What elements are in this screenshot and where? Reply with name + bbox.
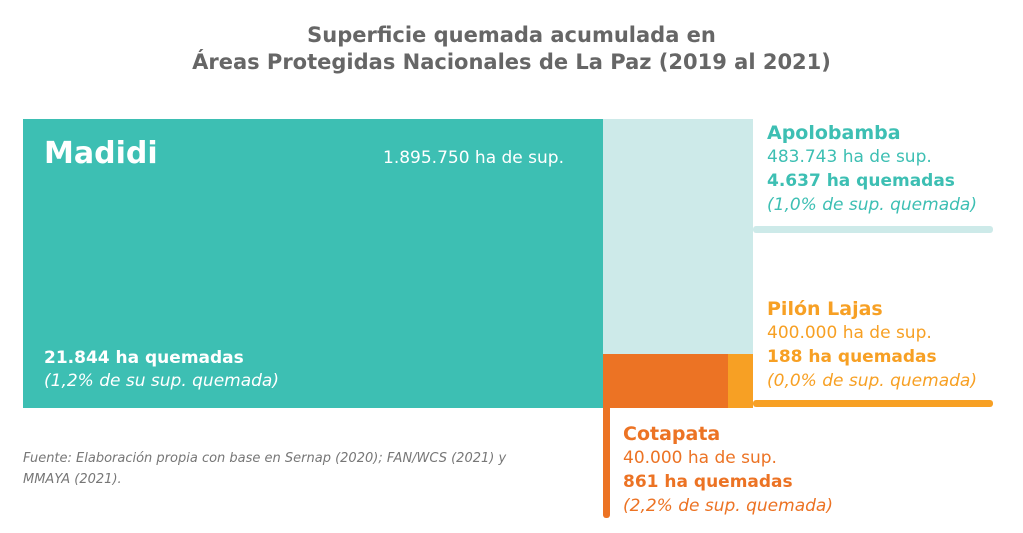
- pilon-lajas-leader-line: [753, 400, 993, 407]
- cotapata-area: 40.000 ha de sup.: [623, 448, 777, 468]
- cotapata-burned: 861 ha quemadas: [623, 472, 793, 492]
- apolobamba-area: 483.743 ha de sup.: [767, 147, 932, 167]
- pilon-lajas-pct: (0,0% de sup. quemada): [767, 371, 977, 391]
- madidi-area: 1.895.750 ha de sup.: [383, 148, 564, 168]
- cotapata-name: Cotapata: [623, 423, 721, 445]
- chart-title-line1: Superficie quemada acumulada en: [307, 23, 716, 47]
- madidi-burned: 21.844 ha quemadas: [44, 348, 244, 368]
- apolobamba-block: [603, 119, 753, 354]
- cotapata-block: [603, 354, 728, 408]
- source-note: Fuente: Elaboración propia con base en S…: [23, 451, 507, 487]
- cotapata-label: Cotapata 40.000 ha de sup. 861 ha quemad…: [623, 422, 833, 518]
- pilon-lajas-label: Pilón Lajas 400.000 ha de sup. 188 ha qu…: [767, 297, 977, 393]
- pilon-lajas-block: [728, 354, 753, 408]
- madidi-name: Madidi: [44, 136, 158, 171]
- apolobamba-label: Apolobamba 483.743 ha de sup. 4.637 ha q…: [767, 121, 977, 217]
- chart-title-line2: Áreas Protegidas Nacionales de La Paz (2…: [192, 50, 831, 74]
- apolobamba-leader-line: [753, 226, 993, 233]
- apolobamba-name: Apolobamba: [767, 122, 901, 144]
- apolobamba-burned: 4.637 ha quemadas: [767, 171, 955, 191]
- pilon-lajas-burned: 188 ha quemadas: [767, 347, 937, 367]
- cotapata-pct: (2,2% de sup. quemada): [623, 496, 833, 516]
- cotapata-leader-line: [603, 400, 610, 518]
- pilon-lajas-area: 400.000 ha de sup.: [767, 323, 932, 343]
- pilon-lajas-name: Pilón Lajas: [767, 298, 883, 320]
- madidi-pct: (1,2% de su sup. quemada): [44, 371, 279, 391]
- madidi-block: [23, 119, 603, 408]
- apolobamba-pct: (1,0% de sup. quemada): [767, 195, 977, 215]
